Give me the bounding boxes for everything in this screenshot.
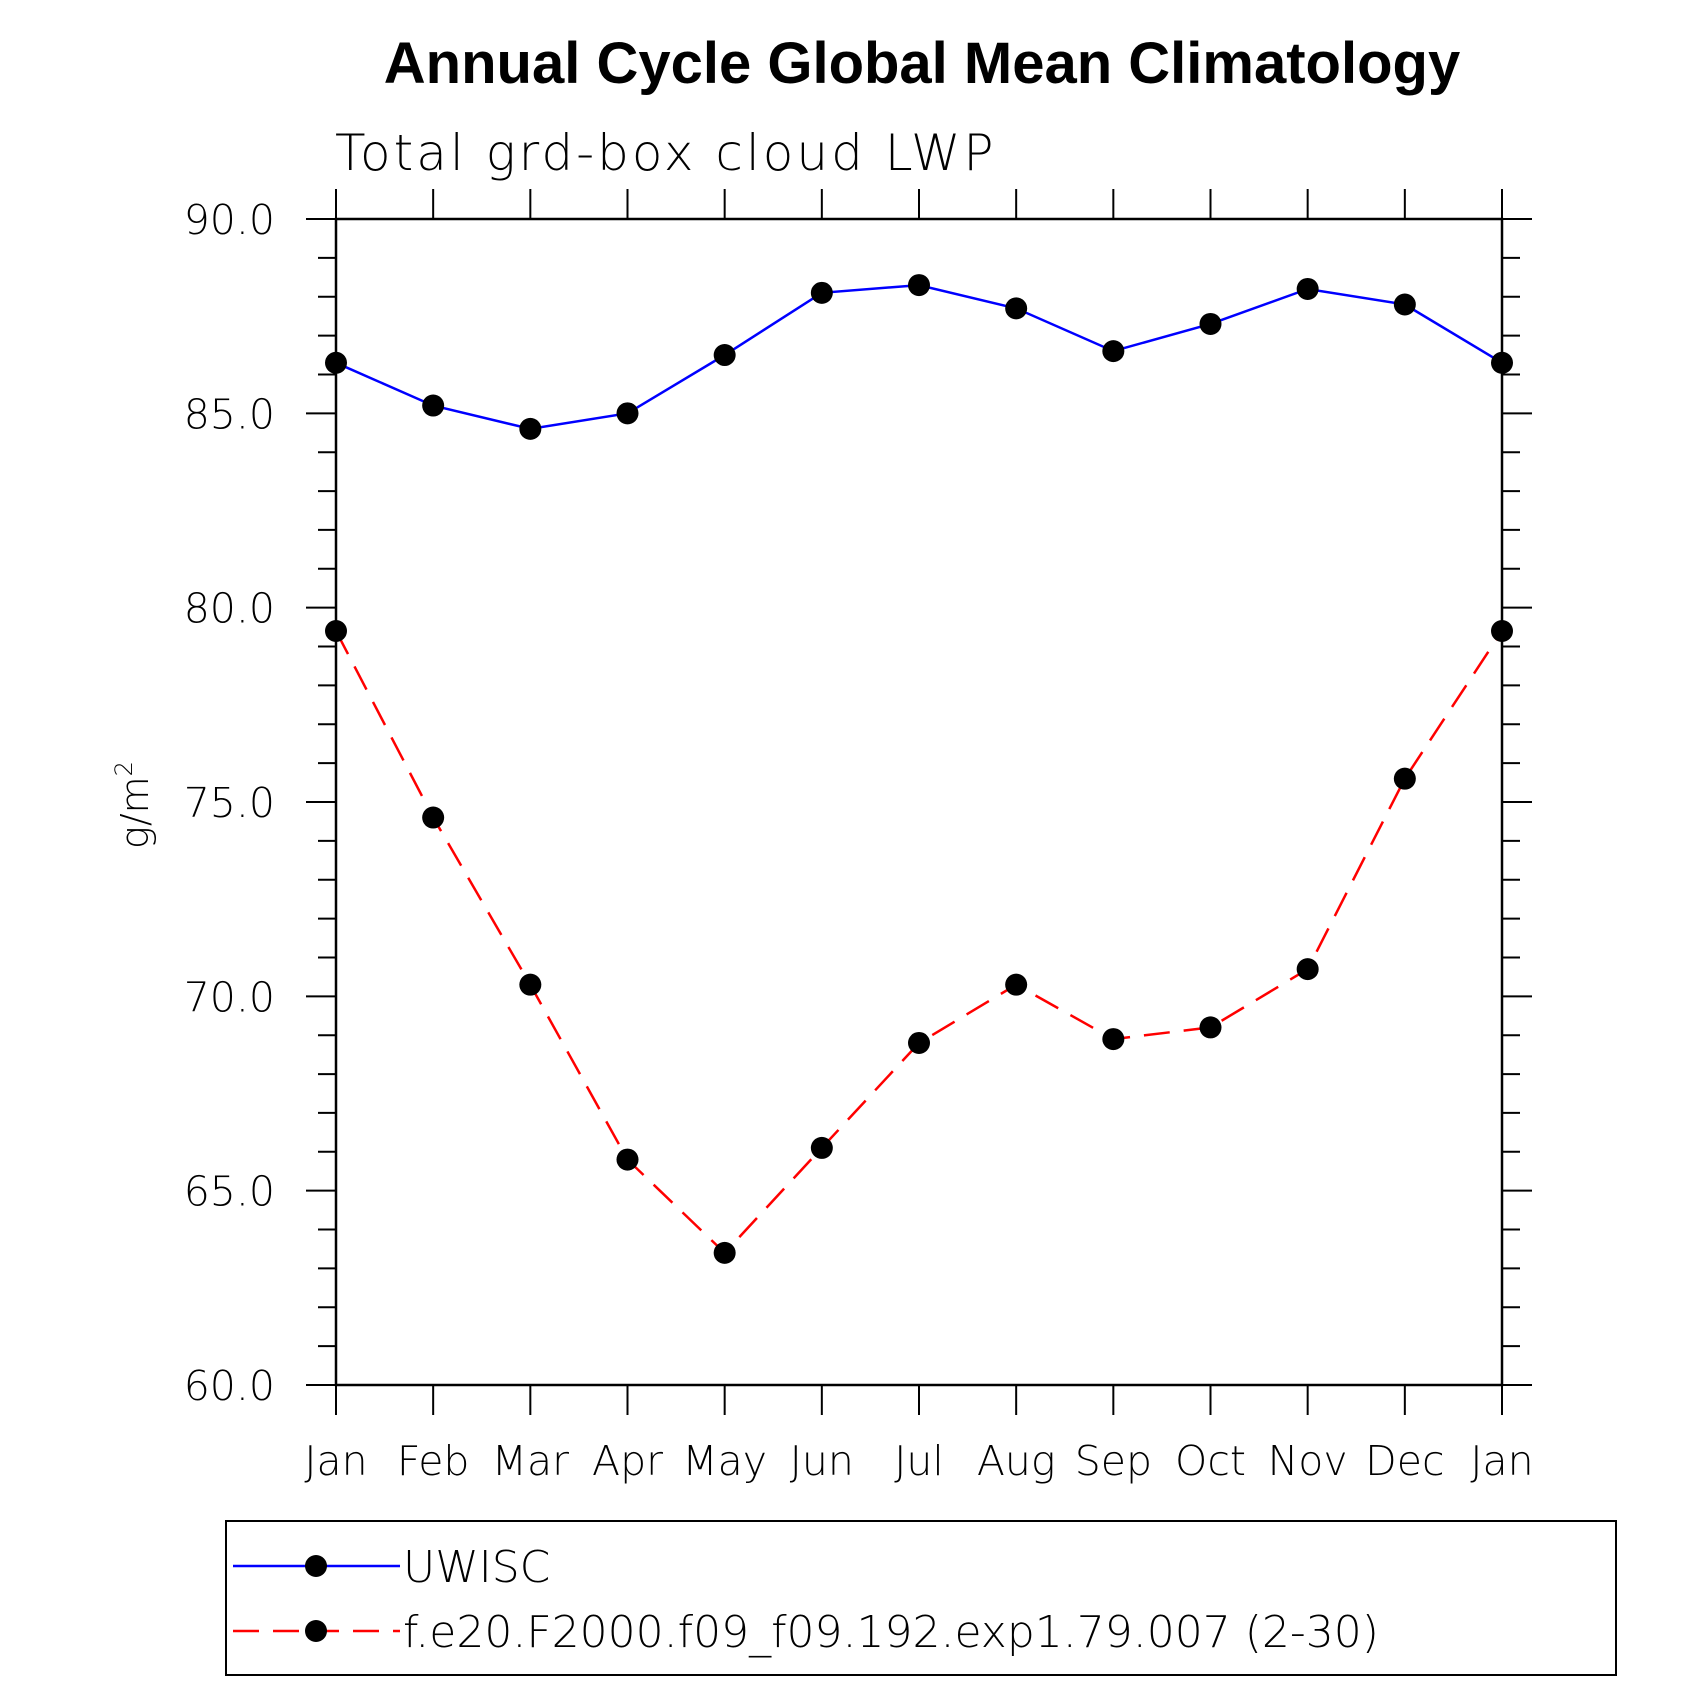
data-point: [1393, 767, 1416, 790]
data-point: [422, 394, 445, 417]
series-layer: [325, 274, 1513, 1264]
data-point: [616, 402, 639, 425]
legend-box: [225, 1520, 1617, 1676]
data-point: [519, 973, 542, 996]
data-point: [422, 806, 445, 829]
axis-ticks: [306, 189, 1532, 1415]
data-point: [616, 1148, 639, 1171]
series-line-1: [334, 630, 1504, 1255]
y-tick-label: 80.0: [184, 585, 275, 633]
legend-label-0: UWISC: [403, 1542, 550, 1593]
y-axis-label: g/m2: [110, 761, 157, 849]
x-tick-label: Dec: [1365, 1437, 1444, 1485]
data-point: [1005, 297, 1028, 320]
y-tick-label: 75.0: [184, 779, 275, 827]
legend-label-1: f.e20.F2000.f09_f09.192.exp1.79.007 (2-3…: [403, 1607, 1379, 1658]
data-point: [1393, 293, 1416, 316]
x-tick-label: Jan: [304, 1437, 367, 1485]
data-point: [810, 281, 833, 304]
y-tick-labels: 60.0 65.0 70.0 75.0 80.0 85.0 90.0: [184, 196, 275, 1410]
y-tick-label: 85.0: [184, 390, 275, 438]
data-point: [1296, 277, 1319, 300]
y-tick-label: 60.0: [184, 1362, 275, 1410]
x-tick-label: Aug: [977, 1437, 1056, 1485]
x-tick-label: Mar: [492, 1437, 569, 1485]
data-point: [519, 417, 542, 440]
data-point: [908, 274, 930, 297]
y-tick-label: 90.0: [184, 196, 275, 244]
x-tick-labels: Jan Feb Mar Apr May Jun Jul Aug Sep Oct Nov Dec Jan: [304, 1437, 1533, 1485]
x-tick-label: Jun: [790, 1437, 854, 1485]
series-line-0: [335, 283, 1503, 431]
x-tick-label: Jul: [894, 1437, 943, 1485]
data-point: [1199, 1016, 1222, 1039]
x-tick-label: Feb: [397, 1437, 470, 1485]
legend: UWISC f.e20.F2000.f09_f09.192.exp1.79.007…: [225, 1520, 1617, 1676]
chart-subtitle: Total grd-box cloud LWP: [335, 124, 997, 182]
data-point: [1102, 340, 1125, 363]
data-point: [713, 344, 736, 367]
data-point: [908, 1031, 930, 1054]
data-point: [1102, 1028, 1125, 1051]
x-tick-label: May: [682, 1437, 767, 1485]
x-tick-label: Oct: [1175, 1437, 1246, 1485]
data-point: [713, 1241, 736, 1264]
x-tick-label: Sep: [1075, 1437, 1152, 1485]
chart-title: Annual Cycle Global Mean Climatology: [384, 31, 1460, 96]
x-tick-label: Apr: [592, 1437, 663, 1485]
legend-marker-0: [305, 1555, 327, 1577]
y-tick-label: 65.0: [184, 1168, 275, 1216]
data-point: [1199, 312, 1222, 335]
x-tick-label: Jan: [1470, 1437, 1533, 1485]
x-tick-label: Nov: [1268, 1437, 1348, 1485]
y-tick-label: 70.0: [184, 973, 275, 1021]
data-point: [810, 1136, 833, 1159]
data-point: [1296, 958, 1319, 981]
data-point: [1005, 973, 1028, 996]
plot-frame: [334, 217, 1504, 1387]
legend-marker-1: [305, 1620, 327, 1642]
